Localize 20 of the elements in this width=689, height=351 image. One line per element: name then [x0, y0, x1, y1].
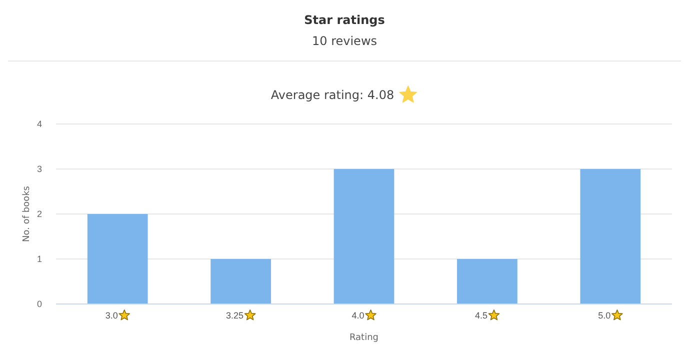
bar — [210, 259, 271, 304]
x-tick-label: 3.0 — [105, 310, 118, 320]
y-tick-label: 1 — [36, 254, 42, 264]
bar — [334, 169, 394, 304]
x-tick-label: 4.0 — [352, 310, 364, 320]
y-tick-label: 2 — [36, 208, 42, 219]
text: Average rating: 4.08 — [270, 88, 394, 102]
x-tick-label: 5.0 — [598, 310, 611, 320]
x-tick-label: 4.5 — [474, 310, 488, 320]
y-tick-label: 4 — [36, 118, 42, 129]
chart-subtitle: 10 reviews — [312, 34, 378, 48]
y-axis-title: No. of books — [22, 186, 32, 242]
bar — [580, 169, 641, 304]
bar — [457, 259, 518, 304]
bar — [87, 214, 148, 304]
y-tick-label: 0 — [36, 298, 42, 309]
y-tick-label: 3 — [36, 164, 42, 174]
x-axis-title: Rating — [349, 333, 379, 343]
chart-title: Star ratings — [304, 13, 385, 27]
x-tick-label: 3.25 — [226, 310, 244, 320]
